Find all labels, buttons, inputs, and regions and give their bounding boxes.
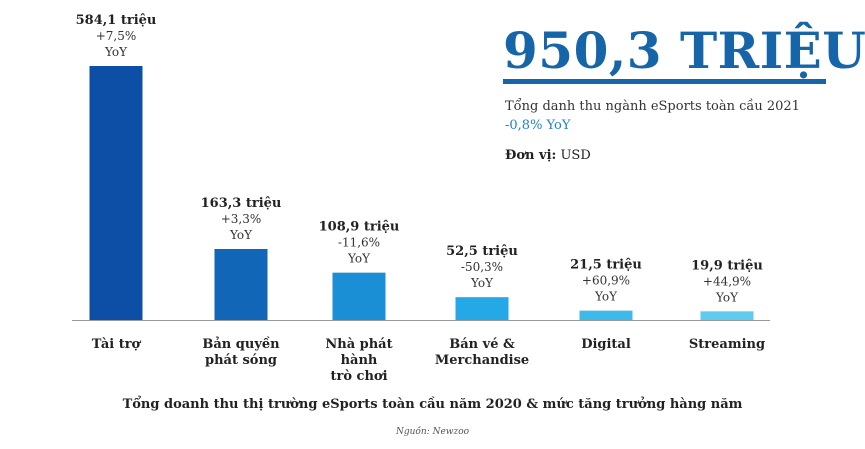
yoy-label-5: YoY [715,290,739,304]
headline-underline [503,79,826,84]
chart-source: Nguồn: Newzoo [395,427,470,437]
bar-3 [455,297,509,320]
change-label-3: -50,3% [461,260,503,274]
category-label-3-1: Merchandise [435,353,529,368]
unit-value: USD [560,148,591,163]
bar-0 [89,66,143,320]
category-label-1-0: Bản quyền [202,336,280,352]
category-label-4-0: Digital [581,337,631,352]
change-label-2: -11,6% [338,236,380,250]
value-label-0: 584,1 triệu [76,13,157,28]
category-label-1-1: phát sóng [205,353,277,368]
bar-1 [214,248,268,320]
yoy-label-4: YoY [594,290,618,304]
bar-5 [700,311,754,320]
total-revenue-change: -0,8% YoY [505,118,571,133]
category-label-2-0: Nhà phát [325,337,392,352]
value-label-4: 21,5 triệu [570,258,642,273]
change-label-0: +7,5% [96,29,137,43]
change-label-5: +44,9% [703,274,751,288]
category-label-3-0: Bán vé & [449,337,515,352]
category-label-2-1: hành [341,353,378,368]
category-label-0-0: Tài trợ [92,337,142,352]
yoy-label-1: YoY [229,228,253,242]
yoy-label-0: YoY [104,45,128,59]
total-revenue-description: Tổng danh thu ngành eSports toàn cầu 202… [505,99,800,114]
value-label-5: 19,9 triệu [691,258,763,273]
unit-label: Đơn vị: [505,148,557,163]
total-revenue-headline: 950,3 TRIỆU [503,21,865,80]
yoy-label-2: YoY [347,252,371,266]
chart-caption: Tổng doanh thu thị trường eSports toàn c… [122,397,743,412]
bar-4 [579,310,633,320]
bar-2 [332,272,386,320]
value-label-1: 163,3 triệu [201,196,282,211]
value-label-3: 52,5 triệu [446,244,518,259]
category-label-5-0: Streaming [689,337,765,352]
change-label-1: +3,3% [221,212,262,226]
category-label-2-2: trò chơi [330,369,387,384]
change-label-4: +60,9% [582,274,630,288]
value-label-2: 108,9 triệu [319,220,400,235]
yoy-label-3: YoY [470,276,494,290]
unit-note: Đơn vị: USD [505,147,591,165]
